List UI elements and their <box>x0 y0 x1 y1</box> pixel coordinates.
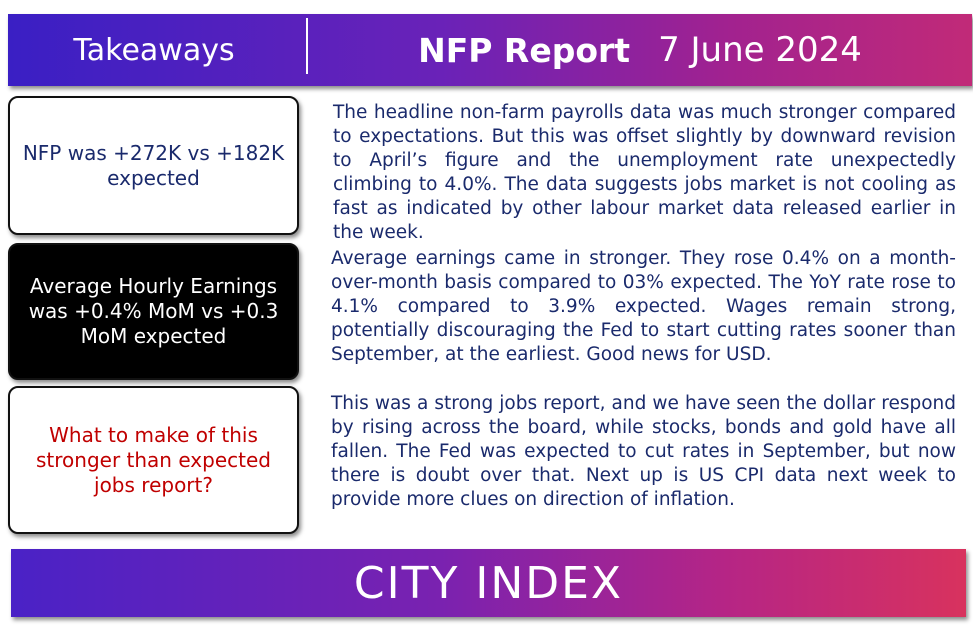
paragraph-earnings: Average earnings came in stronger. They … <box>331 248 956 365</box>
takeaway-nfp-text: NFP was +272K vs +182K expected <box>22 140 285 190</box>
takeaway-earnings-box: Average Hourly Earnings was +0.4% MoM vs… <box>8 243 299 380</box>
takeaway-nfp-box: NFP was +272K vs +182K expected <box>8 96 299 235</box>
takeaway-question-box: What to make of this stronger than expec… <box>8 386 299 534</box>
takeaway-earnings-text: Average Hourly Earnings was +0.4% MoM vs… <box>28 274 279 348</box>
paragraph-outlook: This was a strong jobs report, and we ha… <box>331 393 956 510</box>
takeaway-question-text: What to make of this stronger than expec… <box>36 422 271 497</box>
footer-banner: CITY INDEX <box>11 549 966 617</box>
report-title: NFP Report <box>418 30 631 70</box>
header-divider <box>306 18 308 74</box>
header-banner: Takeaways NFP Report 7 June 2024 <box>8 14 972 86</box>
takeaways-heading: Takeaways <box>73 32 235 68</box>
report-date: 7 June 2024 <box>658 30 862 70</box>
paragraph-nfp: The headline non-farm payrolls data was … <box>333 102 956 243</box>
city-index-logo: CITY INDEX <box>353 557 624 609</box>
report-title-group: NFP Report 7 June 2024 <box>308 14 972 86</box>
